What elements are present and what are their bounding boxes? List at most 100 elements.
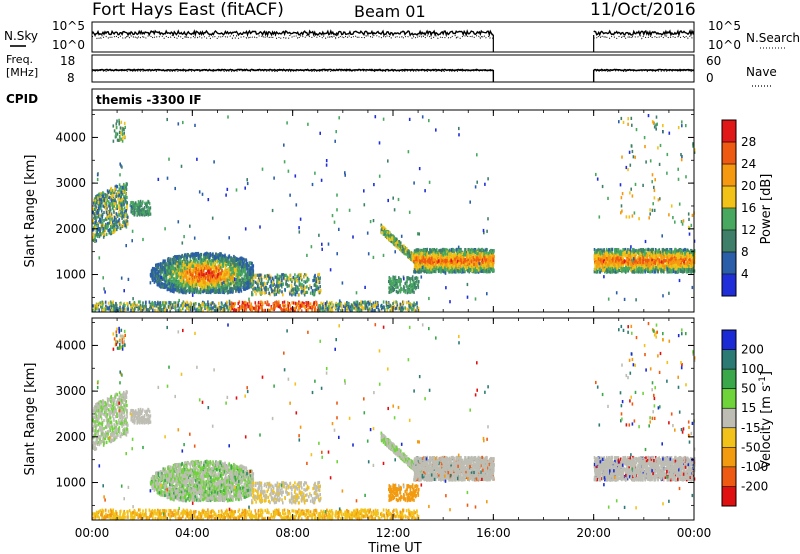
power-cell (99, 229, 101, 233)
power-cell (269, 276, 271, 280)
power-cell (118, 198, 121, 202)
power-cell (204, 278, 206, 282)
power-cell (326, 300, 328, 304)
power-cell (390, 308, 393, 312)
power-cell (187, 268, 190, 272)
power-cell (144, 201, 146, 205)
power-cell (304, 280, 307, 284)
power-cell (286, 307, 289, 311)
power-cell (176, 272, 179, 276)
power-cell (192, 253, 194, 257)
power-cell (95, 233, 98, 237)
power-cell (186, 266, 189, 270)
power-cell (291, 279, 293, 284)
power-cell (371, 307, 374, 311)
power-cell (213, 262, 216, 266)
power-cell (103, 226, 106, 230)
power-cell (108, 307, 110, 311)
power-cell (298, 293, 300, 297)
power-cell (214, 276, 216, 280)
power-cell (119, 196, 122, 200)
power-cell (123, 202, 125, 206)
power-cell (306, 285, 308, 289)
power-cell (391, 236, 393, 240)
power-cell (155, 264, 157, 268)
power-cell (216, 255, 218, 259)
power-cell (161, 285, 164, 289)
power-cell (240, 283, 243, 287)
power-cell (210, 307, 212, 311)
power-cell (264, 282, 266, 286)
power-cell (316, 285, 319, 289)
power-cell (101, 224, 103, 228)
power-cell (230, 281, 233, 285)
power-cell (241, 276, 243, 280)
power-cell (233, 267, 235, 271)
power-cell (157, 304, 159, 309)
power-cell (306, 304, 308, 308)
power-cell (340, 302, 343, 306)
power-cell (254, 301, 257, 305)
power-cell (251, 270, 253, 274)
power-cell (250, 261, 252, 265)
power-cell (147, 212, 149, 216)
power-cell (164, 280, 166, 284)
power-cell (277, 302, 280, 306)
power-cell (116, 220, 118, 224)
power-cell (390, 305, 393, 309)
power-cell (248, 300, 251, 304)
power-cell (167, 282, 170, 286)
power-cell (274, 292, 276, 296)
power-cell (107, 214, 110, 218)
power-cell (174, 255, 176, 259)
power-cell (122, 207, 124, 212)
power-cell (113, 223, 116, 227)
power-cell (192, 306, 195, 310)
power-cell (312, 279, 314, 283)
power-heatmap-cells (92, 114, 696, 313)
power-cell (406, 276, 408, 280)
power-cell (215, 273, 218, 277)
power-cell (205, 289, 207, 293)
power-cell (195, 290, 198, 294)
power-cell (124, 196, 127, 200)
power-cell (124, 198, 127, 202)
power-cell (92, 304, 94, 308)
power-cell (150, 306, 152, 310)
power-cell (99, 301, 102, 305)
power-cell (163, 283, 166, 287)
power-cell (173, 267, 176, 271)
freq-tick-top: 18 (60, 54, 75, 68)
power-cell (177, 269, 180, 273)
power-cell (100, 209, 103, 213)
power-cell (108, 195, 110, 199)
power-cell (141, 304, 144, 308)
power-cell (257, 279, 259, 283)
power-cell (108, 204, 110, 208)
power-cell (176, 262, 178, 266)
power-cell (105, 224, 108, 228)
power-cell (194, 289, 197, 293)
power-cell (185, 284, 188, 288)
power-cell (195, 258, 197, 262)
power-cell (171, 289, 174, 293)
power-cell (209, 255, 211, 259)
power-cell (203, 280, 206, 284)
power-cell (345, 303, 347, 308)
power-cell (219, 307, 222, 311)
power-cell (308, 287, 310, 291)
power-cell (284, 304, 287, 308)
power-cell (405, 249, 407, 254)
power-cell (113, 189, 115, 193)
power-cell (164, 275, 167, 279)
power-cell (238, 262, 241, 266)
power-cell (157, 302, 159, 306)
power-cell (297, 274, 300, 278)
power-cell (117, 307, 119, 311)
power-cell (173, 305, 175, 309)
power-cell (261, 282, 264, 286)
power-cell (215, 281, 217, 285)
power-cell (105, 307, 108, 311)
power-cell (114, 185, 117, 189)
power-cell (251, 293, 254, 297)
